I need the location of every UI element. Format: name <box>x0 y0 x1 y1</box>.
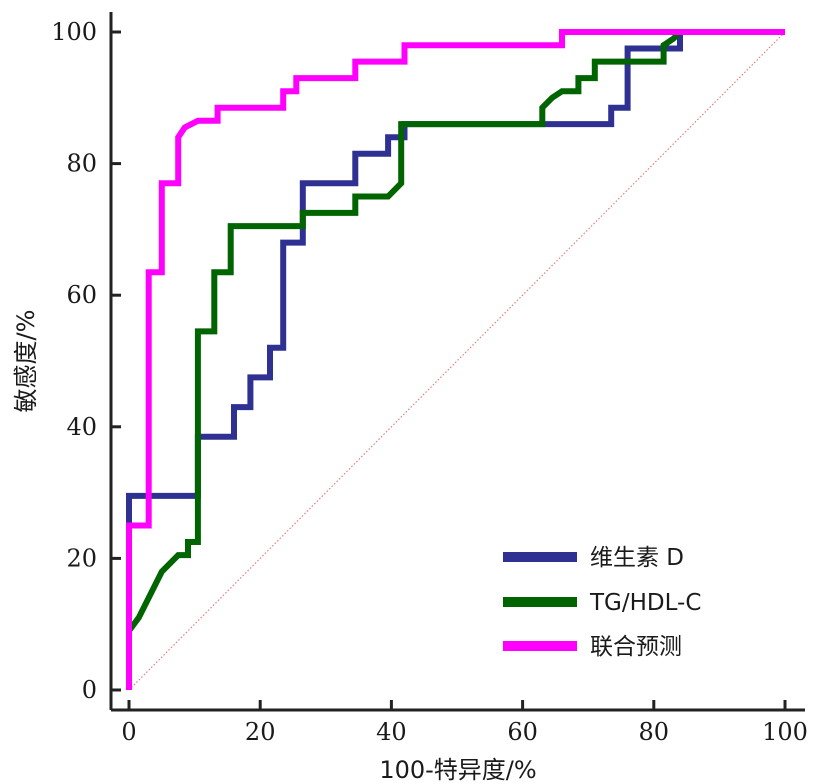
ticks: 0 20 40 60 80 100 0 20 40 60 80 100 <box>51 18 808 746</box>
y-tick-label: 80 <box>66 150 97 178</box>
y-tick-label: 60 <box>66 281 97 309</box>
y-tick-label: 100 <box>51 18 97 46</box>
y-axis-title: 敏感度/% <box>12 310 40 413</box>
legend: 维生素 D TG/HDL-C 联合预测 <box>488 528 788 670</box>
reference-line-group <box>128 31 786 691</box>
x-tick-label: 20 <box>245 718 276 746</box>
series-layer <box>126 29 785 690</box>
legend-swatch-3 <box>503 641 577 651</box>
legend-swatch-2 <box>503 597 577 607</box>
x-axis-title: 100-特异度/% <box>379 756 536 784</box>
y-tick-label: 0 <box>82 676 97 704</box>
series-line-2 <box>126 29 683 633</box>
reference-diagonal-line <box>128 31 786 691</box>
series-line-1 <box>126 32 683 690</box>
x-tick-label: 40 <box>376 718 407 746</box>
x-tick-label: 60 <box>507 718 538 746</box>
legend-swatch-1 <box>503 552 577 562</box>
legend-label-3: 联合预测 <box>590 634 682 660</box>
legend-label-1: 维生素 D <box>590 545 684 571</box>
legend-label-2: TG/HDL-C <box>589 590 701 616</box>
series-line-3 <box>126 29 785 690</box>
y-tick-label: 20 <box>66 544 97 572</box>
x-tick-label: 0 <box>121 718 136 746</box>
x-tick-label: 100 <box>762 718 808 746</box>
x-tick-label: 80 <box>639 718 670 746</box>
y-tick-label: 40 <box>66 413 97 441</box>
